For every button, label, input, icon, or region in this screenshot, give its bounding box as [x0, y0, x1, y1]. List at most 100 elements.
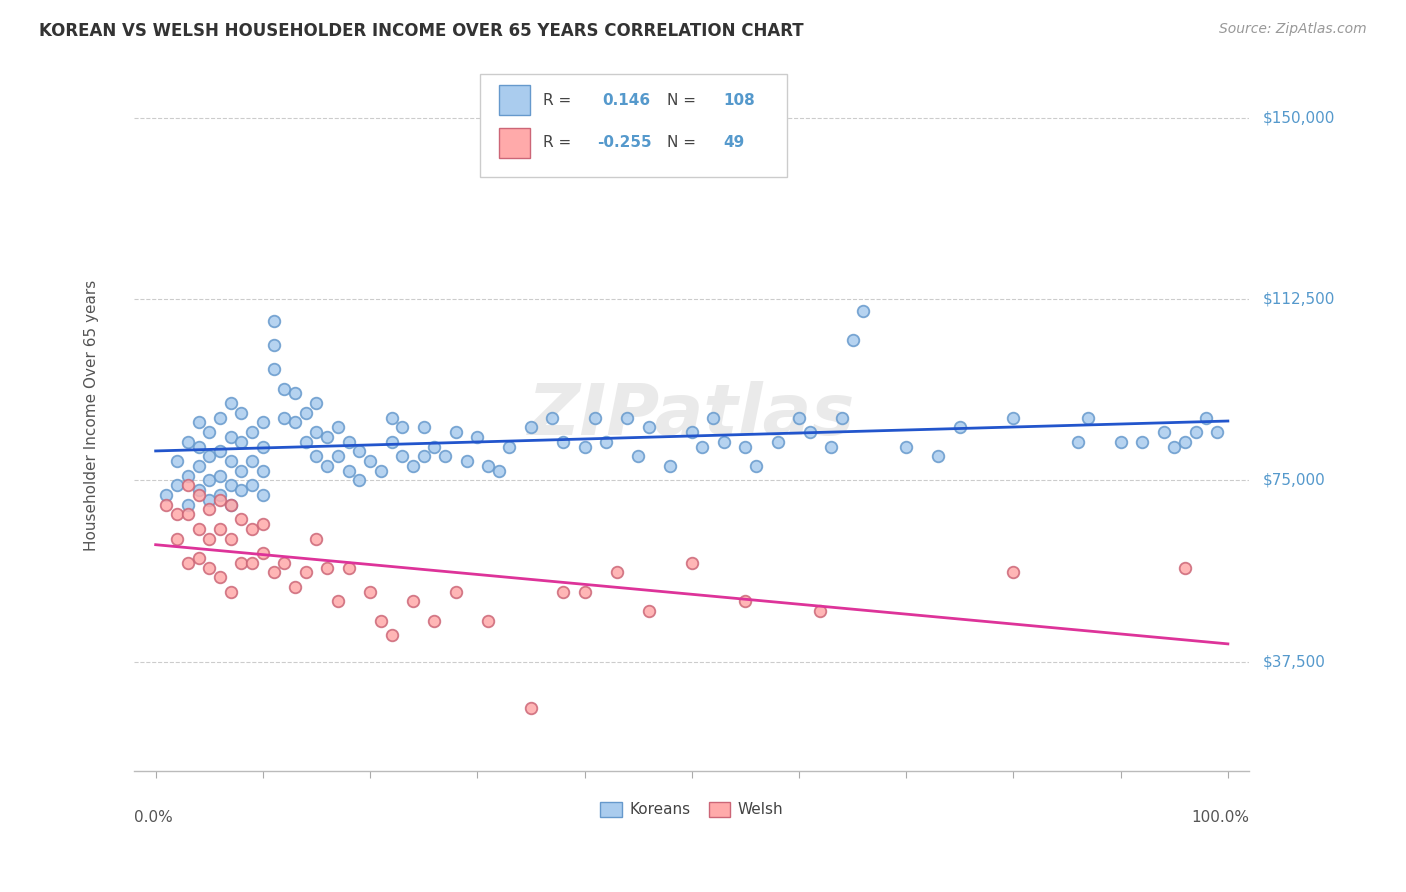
- Point: [391, 420, 413, 434]
- Point: [273, 410, 295, 425]
- Point: [231, 464, 253, 478]
- Point: [574, 440, 596, 454]
- Point: [177, 508, 200, 522]
- Point: [305, 425, 328, 439]
- Point: [273, 382, 295, 396]
- Point: [412, 420, 434, 434]
- Text: $37,500: $37,500: [1263, 655, 1326, 669]
- Point: [702, 410, 724, 425]
- Point: [187, 416, 209, 430]
- Point: [252, 440, 274, 454]
- Point: [208, 444, 231, 458]
- Point: [294, 566, 316, 580]
- Point: [1174, 560, 1197, 574]
- Text: N =: N =: [668, 136, 696, 150]
- Point: [316, 458, 339, 473]
- Point: [1153, 425, 1175, 439]
- Point: [1163, 440, 1185, 454]
- Point: [252, 488, 274, 502]
- Point: [799, 425, 821, 439]
- Point: [627, 450, 650, 464]
- Point: [477, 458, 499, 473]
- Point: [155, 498, 177, 512]
- Point: [240, 478, 263, 492]
- Point: [1130, 434, 1153, 449]
- Point: [198, 474, 221, 488]
- Point: [316, 430, 339, 444]
- Point: [198, 560, 221, 574]
- Point: [595, 434, 617, 449]
- Point: [949, 420, 972, 434]
- Point: [177, 478, 200, 492]
- Point: [166, 532, 188, 546]
- Point: [166, 454, 188, 468]
- Point: [219, 532, 242, 546]
- Point: [219, 584, 242, 599]
- Point: [520, 701, 543, 715]
- Point: [187, 458, 209, 473]
- Point: [380, 434, 402, 449]
- Point: [326, 420, 349, 434]
- Point: [219, 478, 242, 492]
- Point: [734, 440, 756, 454]
- Point: [294, 434, 316, 449]
- Point: [231, 556, 253, 570]
- Point: [541, 410, 564, 425]
- Point: [465, 430, 488, 444]
- Text: $150,000: $150,000: [1263, 110, 1336, 125]
- Point: [240, 454, 263, 468]
- Point: [177, 556, 200, 570]
- Point: [359, 454, 381, 468]
- Point: [166, 508, 188, 522]
- Point: [294, 406, 316, 420]
- Point: [551, 434, 574, 449]
- Point: [831, 410, 853, 425]
- Point: [1195, 410, 1218, 425]
- Point: [263, 314, 285, 328]
- Point: [380, 628, 402, 642]
- Point: [359, 584, 381, 599]
- Point: [574, 584, 596, 599]
- Point: [488, 464, 510, 478]
- Point: [1184, 425, 1206, 439]
- Text: 0.0%: 0.0%: [134, 810, 173, 825]
- Point: [284, 386, 307, 401]
- Point: [219, 396, 242, 410]
- Point: [240, 522, 263, 536]
- Point: [198, 492, 221, 507]
- Point: [810, 604, 832, 618]
- Point: [284, 416, 307, 430]
- Point: [231, 483, 253, 497]
- Point: [252, 546, 274, 560]
- Point: [208, 410, 231, 425]
- Point: [1109, 434, 1132, 449]
- Point: [681, 556, 703, 570]
- Point: [423, 614, 446, 628]
- Text: 0.146: 0.146: [603, 93, 651, 108]
- Text: R =: R =: [544, 136, 572, 150]
- Point: [551, 584, 574, 599]
- Point: [326, 450, 349, 464]
- Point: [305, 396, 328, 410]
- Point: [284, 580, 307, 594]
- Point: [231, 512, 253, 526]
- Text: $75,000: $75,000: [1263, 473, 1326, 488]
- Point: [219, 498, 242, 512]
- Point: [1206, 425, 1229, 439]
- Point: [638, 604, 661, 618]
- Point: [456, 454, 478, 468]
- Point: [187, 550, 209, 565]
- Point: [326, 594, 349, 608]
- Point: [444, 425, 467, 439]
- Point: [1077, 410, 1099, 425]
- Point: [305, 450, 328, 464]
- Point: [187, 440, 209, 454]
- Point: [231, 434, 253, 449]
- Point: [208, 468, 231, 483]
- Point: [263, 566, 285, 580]
- Point: [198, 425, 221, 439]
- Point: [1002, 566, 1025, 580]
- Point: [177, 498, 200, 512]
- Text: 100.0%: 100.0%: [1191, 810, 1250, 825]
- Point: [177, 434, 200, 449]
